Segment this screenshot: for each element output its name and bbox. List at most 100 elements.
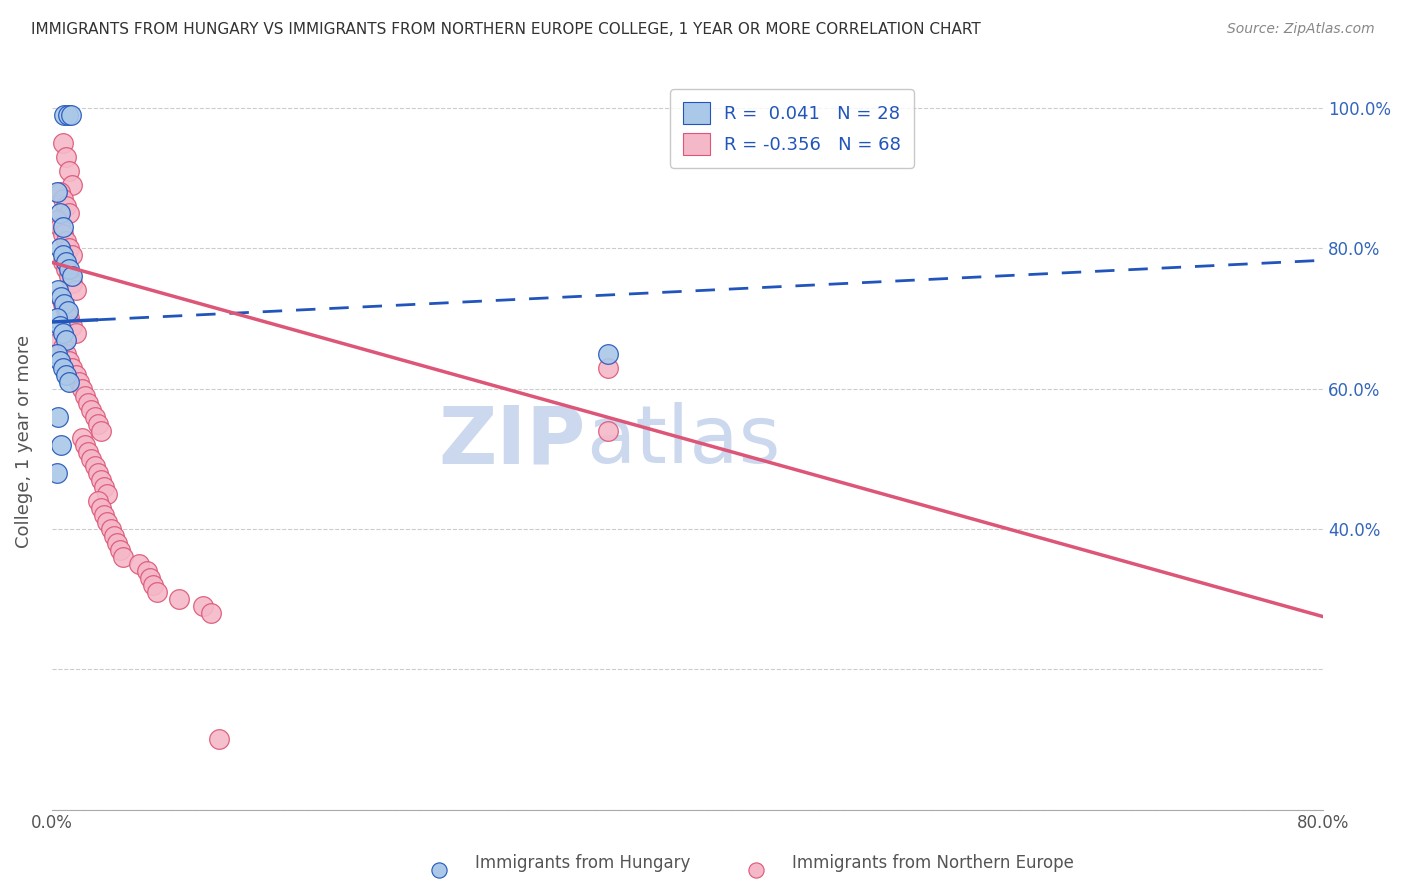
- Point: [58, 262, 80, 277]
- Point: [58, 241, 80, 255]
- Point: [48, 220, 70, 235]
- Point: [55, 255, 77, 269]
- Point: [52, 360, 75, 375]
- Point: [62, 178, 84, 193]
- Point: [58, 375, 80, 389]
- Point: [52, 326, 75, 340]
- Point: [48, 318, 70, 333]
- Point: [67, 375, 90, 389]
- Point: [48, 290, 70, 304]
- Point: [87, 466, 110, 480]
- Point: [93, 480, 115, 494]
- Point: [65, 284, 87, 298]
- Point: [55, 304, 77, 318]
- Point: [207, 732, 229, 747]
- Point: [745, 863, 768, 877]
- Text: Source: ZipAtlas.com: Source: ZipAtlas.com: [1227, 22, 1375, 37]
- Point: [62, 318, 84, 333]
- Point: [128, 557, 150, 571]
- Point: [45, 346, 67, 360]
- Point: [90, 424, 112, 438]
- Point: [55, 346, 77, 360]
- Point: [62, 248, 84, 262]
- Point: [427, 863, 450, 877]
- Point: [52, 192, 75, 206]
- Point: [53, 108, 76, 122]
- Point: [83, 458, 105, 473]
- Text: Immigrants from Hungary: Immigrants from Hungary: [475, 855, 690, 872]
- Point: [75, 389, 97, 403]
- Point: [52, 136, 75, 150]
- Point: [62, 360, 84, 375]
- Text: Immigrants from Northern Europe: Immigrants from Northern Europe: [792, 855, 1073, 872]
- Point: [52, 255, 75, 269]
- Point: [596, 424, 619, 438]
- Point: [58, 206, 80, 220]
- Point: [56, 304, 79, 318]
- Text: ZIP: ZIP: [439, 402, 586, 480]
- Point: [90, 473, 112, 487]
- Point: [45, 186, 67, 200]
- Point: [103, 529, 125, 543]
- Point: [65, 326, 87, 340]
- Point: [70, 431, 93, 445]
- Point: [55, 199, 77, 213]
- Point: [48, 333, 70, 347]
- Point: [52, 340, 75, 354]
- Point: [139, 571, 162, 585]
- Point: [55, 262, 77, 277]
- Point: [51, 438, 73, 452]
- Point: [596, 346, 619, 360]
- Point: [59, 108, 82, 122]
- Point: [112, 549, 135, 564]
- Point: [52, 297, 75, 311]
- Point: [105, 536, 128, 550]
- Text: IMMIGRANTS FROM HUNGARY VS IMMIGRANTS FROM NORTHERN EUROPE COLLEGE, 1 YEAR OR MO: IMMIGRANTS FROM HUNGARY VS IMMIGRANTS FR…: [31, 22, 980, 37]
- Point: [96, 515, 118, 529]
- Point: [48, 206, 70, 220]
- Point: [46, 409, 69, 424]
- Point: [90, 500, 112, 515]
- Point: [45, 311, 67, 326]
- Point: [191, 599, 214, 613]
- Point: [100, 522, 122, 536]
- Point: [56, 108, 79, 122]
- Point: [52, 220, 75, 235]
- Point: [83, 409, 105, 424]
- Point: [87, 494, 110, 508]
- Legend: R =  0.041   N = 28, R = -0.356   N = 68: R = 0.041 N = 28, R = -0.356 N = 68: [669, 89, 914, 168]
- Point: [167, 592, 190, 607]
- Text: atlas: atlas: [586, 402, 780, 480]
- Point: [200, 606, 222, 620]
- Point: [108, 543, 131, 558]
- Point: [55, 333, 77, 347]
- Point: [58, 164, 80, 178]
- Point: [48, 241, 70, 255]
- Point: [58, 353, 80, 368]
- Point: [55, 235, 77, 249]
- Point: [53, 297, 76, 311]
- Point: [65, 368, 87, 382]
- Point: [45, 213, 67, 227]
- Point: [58, 269, 80, 284]
- Y-axis label: College, 1 year or more: College, 1 year or more: [15, 334, 32, 548]
- Point: [77, 444, 100, 458]
- Point: [80, 402, 103, 417]
- Point: [52, 248, 75, 262]
- Point: [55, 368, 77, 382]
- Point: [93, 508, 115, 522]
- Point: [46, 284, 69, 298]
- Point: [62, 269, 84, 284]
- Point: [62, 277, 84, 291]
- Point: [58, 311, 80, 326]
- Point: [75, 438, 97, 452]
- Point: [80, 451, 103, 466]
- Point: [77, 395, 100, 409]
- Point: [142, 578, 165, 592]
- Point: [51, 290, 73, 304]
- Point: [136, 564, 159, 578]
- Point: [96, 487, 118, 501]
- Point: [48, 186, 70, 200]
- Point: [596, 360, 619, 375]
- Point: [48, 353, 70, 368]
